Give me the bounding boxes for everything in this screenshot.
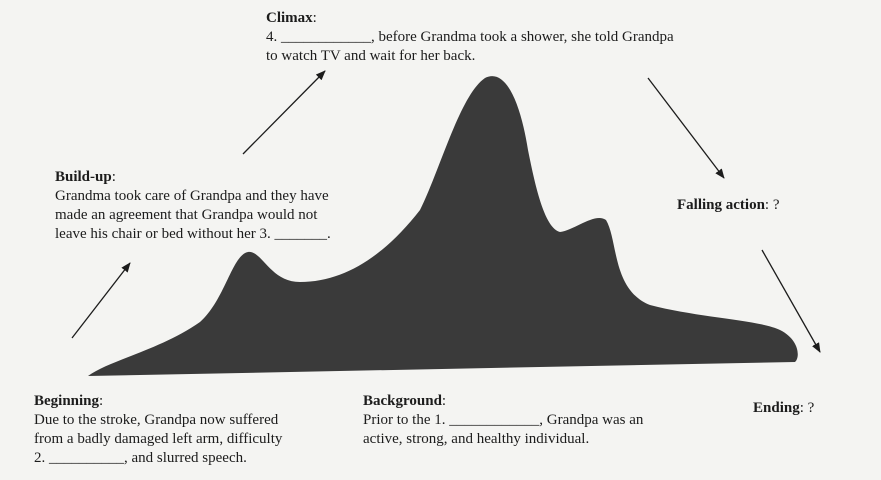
ending-line: Ending: ?: [753, 399, 814, 418]
climax-text-line-1: 4. ____________, before Grandma took a s…: [266, 29, 674, 45]
climax-block: Climax: 4. ____________, before Grandma …: [266, 9, 674, 66]
climax-heading-line: Climax:: [266, 10, 317, 26]
ending-heading: Ending: [753, 400, 800, 416]
climax-heading: Climax: [266, 10, 313, 26]
arrow-beginning-to-buildup: [71, 262, 131, 339]
falling-action-question: : ?: [764, 197, 780, 213]
buildup-text-line-2: made an agreement that Grandpa would not: [55, 207, 318, 223]
buildup-heading-line: Build-up:: [55, 169, 116, 185]
buildup-heading: Build-up: [55, 169, 112, 185]
arrow-falling-to-ending: [761, 249, 821, 353]
background-text-line-2: active, strong, and healthy individual.: [363, 431, 590, 447]
arrow-buildup-to-climax: [242, 70, 326, 155]
beginning-heading-line: Beginning:: [34, 393, 104, 409]
beginning-text-line-2: from a badly damaged left arm, difficult…: [34, 431, 283, 447]
beginning-text-line-3: 2. __________, and slurred speech.: [34, 450, 247, 466]
plot-mountain-shape: [88, 76, 798, 377]
buildup-text-line-1: Grandma took care of Grandpa and they ha…: [55, 188, 329, 204]
buildup-text-line-3: leave his chair or bed without her 3. __…: [55, 226, 331, 242]
background-text-line-1: Prior to the 1. ____________, Grandpa wa…: [363, 412, 644, 428]
falling-action-heading: Falling action: [677, 197, 765, 213]
falling-action-line: Falling action: ?: [677, 196, 780, 215]
buildup-block: Build-up: Grandma took care of Grandpa a…: [55, 168, 331, 244]
falling-action-block: Falling action: ?: [677, 196, 780, 215]
climax-text-line-2: to watch TV and wait for her back.: [266, 48, 476, 64]
beginning-heading: Beginning: [34, 393, 100, 409]
ending-question: : ?: [799, 400, 815, 416]
background-block: Background: Prior to the 1. ____________…: [363, 392, 643, 449]
background-heading: Background: [363, 393, 442, 409]
beginning-text-line-1: Due to the stroke, Grandpa now suffered: [34, 412, 279, 428]
beginning-block: Beginning: Due to the stroke, Grandpa no…: [34, 392, 282, 468]
background-heading-line: Background:: [363, 393, 447, 409]
ending-block: Ending: ?: [753, 399, 814, 418]
arrow-climax-to-falling: [647, 77, 725, 179]
